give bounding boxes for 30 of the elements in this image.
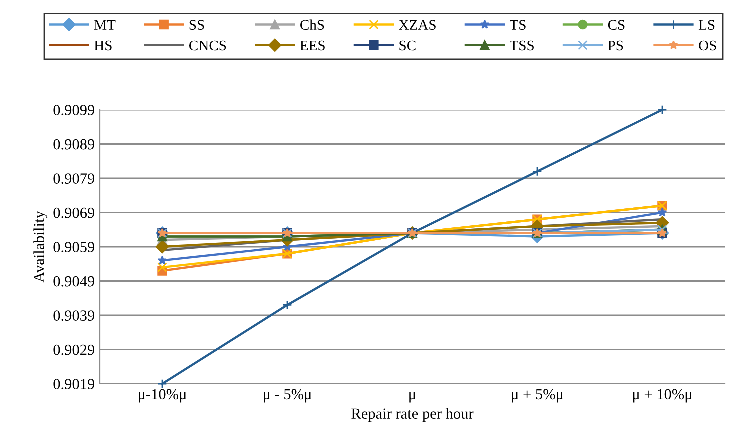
y-tick-label: 0.9059 [54,242,95,253]
x-tick-label: μ + 5%μ [512,389,564,403]
legend-label: SS [190,20,204,30]
y-tick-label: 0.9089 [54,139,95,150]
legend-label: ChS [300,20,324,30]
legend-label: PS [608,40,624,51]
legend-label: OS [699,40,716,51]
legend-label: CS [608,20,625,30]
legend-label: HS [94,40,112,51]
legend-label: TSS [510,40,534,51]
y-tick-label: 0.9019 [54,379,95,390]
legend-label: SC [400,40,416,51]
y-tick-label: 0.9049 [54,276,95,287]
x-tick-label: μ + 10%μ [633,389,692,403]
legend-label: XZAS [399,20,436,30]
legend-label: TS [510,20,526,30]
legend-label: LS [698,20,715,30]
legend-label: EES [300,40,325,51]
y-axis-title: Availability [34,211,48,283]
x-tick-label: μ - 5%μ [264,389,312,403]
legend-label: MT [94,20,116,30]
y-tick-label: 0.9029 [54,344,95,356]
x-axis-title: Repair rate per hour [352,408,474,422]
y-tick-label: 0.9079 [54,174,95,184]
x-tick-label: μ-10%μ [139,389,187,403]
y-tick-label: 0.9039 [54,310,95,322]
y-tick-label: 0.9069 [54,208,95,218]
x-tick-label: μ [410,392,416,403]
y-tick-label: 0.9099 [54,105,95,116]
legend-label: CNCS [189,40,226,51]
